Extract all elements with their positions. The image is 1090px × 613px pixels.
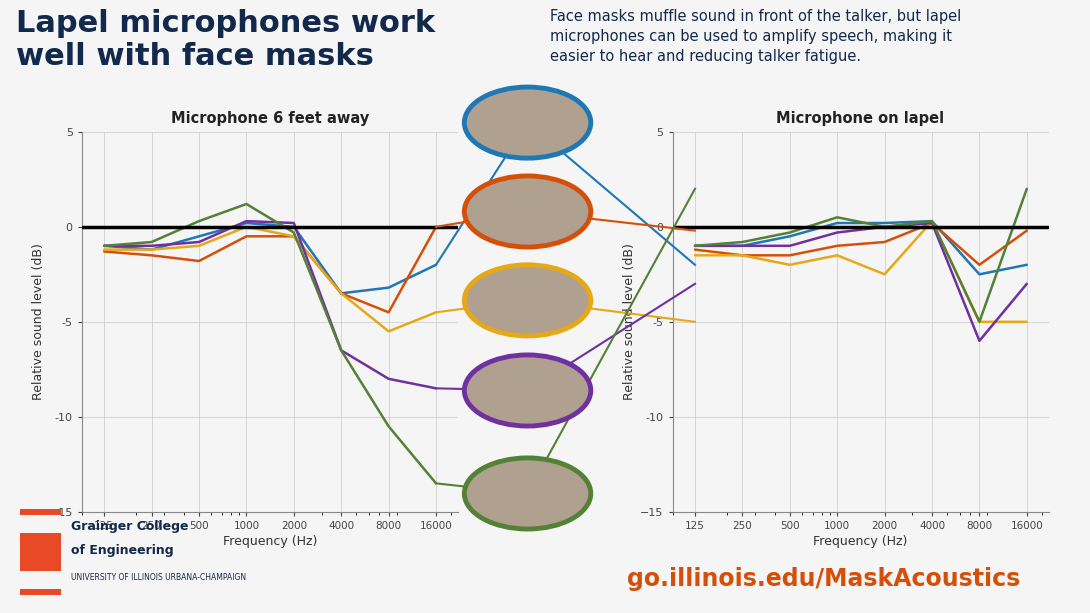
X-axis label: Frequency (Hz): Frequency (Hz) [222, 535, 317, 548]
Y-axis label: Relative sound level (dB): Relative sound level (dB) [33, 243, 45, 400]
Text: Face masks muffle sound in front of the talker, but lapel
microphones can be use: Face masks muffle sound in front of the … [550, 9, 961, 64]
Text: Grainger College: Grainger College [71, 520, 189, 533]
Text: of Engineering: of Engineering [71, 544, 173, 557]
Text: Lapel microphones work
well with face masks: Lapel microphones work well with face ma… [16, 9, 436, 70]
Title: Microphone 6 feet away: Microphone 6 feet away [171, 112, 368, 126]
Y-axis label: Relative sound level (dB): Relative sound level (dB) [623, 243, 635, 400]
Text: go.illinois.edu/MaskAcoustics: go.illinois.edu/MaskAcoustics [627, 567, 1020, 592]
Text: UNIVERSITY OF ILLINOIS URBANA-CHAMPAIGN: UNIVERSITY OF ILLINOIS URBANA-CHAMPAIGN [71, 573, 246, 582]
X-axis label: Frequency (Hz): Frequency (Hz) [813, 535, 908, 548]
Title: Microphone on lapel: Microphone on lapel [776, 112, 945, 126]
